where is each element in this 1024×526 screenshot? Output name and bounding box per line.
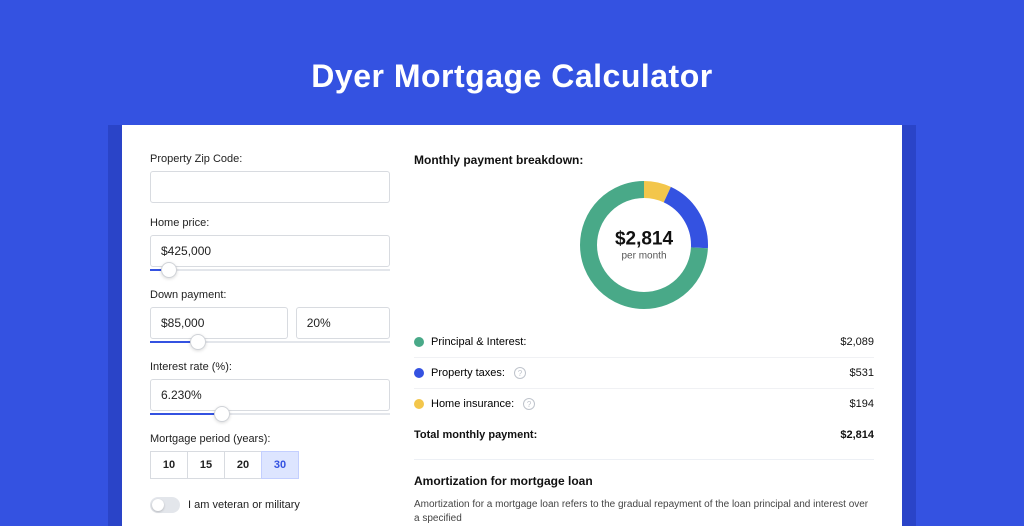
veteran-label: I am veteran or military <box>188 499 300 511</box>
down-payment-field: Down payment: <box>150 289 390 347</box>
line-item-left: Property taxes:? <box>414 367 526 379</box>
amortization-title: Amortization for mortgage loan <box>414 474 874 488</box>
amortization-text: Amortization for a mortgage loan refers … <box>414 498 874 526</box>
zip-input[interactable] <box>150 171 390 203</box>
period-option-15[interactable]: 15 <box>187 451 225 479</box>
zip-label: Property Zip Code: <box>150 153 390 165</box>
down-payment-label: Down payment: <box>150 289 390 301</box>
period-option-10[interactable]: 10 <box>150 451 188 479</box>
period-option-20[interactable]: 20 <box>224 451 262 479</box>
total-row: Total monthly payment: $2,814 <box>414 419 874 455</box>
donut-amount: $2,814 <box>615 229 673 251</box>
veteran-row: I am veteran or military <box>150 497 390 513</box>
period-group: 10152030 <box>150 451 390 479</box>
home-price-slider[interactable] <box>150 265 390 275</box>
down-payment-slider[interactable] <box>150 337 390 347</box>
period-option-30[interactable]: 30 <box>261 451 299 479</box>
slider-fill <box>150 413 222 415</box>
down-payment-percent-input[interactable] <box>296 307 390 339</box>
line-item-label: Principal & Interest: <box>431 336 526 348</box>
line-item: Property taxes:? $531 <box>414 358 874 389</box>
total-label: Total monthly payment: <box>414 429 537 441</box>
legend-dot <box>414 368 424 378</box>
period-field: Mortgage period (years): 10152030 <box>150 433 390 479</box>
period-label: Mortgage period (years): <box>150 433 390 445</box>
home-price-field: Home price: <box>150 217 390 275</box>
slider-thumb[interactable] <box>190 334 206 350</box>
card-band: Property Zip Code: Home price: Down paym… <box>108 125 916 526</box>
slider-track <box>150 269 390 271</box>
calculator-card: Property Zip Code: Home price: Down paym… <box>122 125 902 526</box>
breakdown-title: Monthly payment breakdown: <box>414 153 874 167</box>
veteran-toggle[interactable] <box>150 497 180 513</box>
interest-rate-label: Interest rate (%): <box>150 361 390 373</box>
slider-thumb[interactable] <box>214 406 230 422</box>
donut-center: $2,814 per month <box>615 229 673 262</box>
interest-rate-slider[interactable] <box>150 409 390 419</box>
line-item-value: $531 <box>850 367 874 379</box>
form-column: Property Zip Code: Home price: Down paym… <box>150 153 390 526</box>
toggle-knob <box>152 499 164 511</box>
line-item-value: $2,089 <box>840 336 874 348</box>
line-item-value: $194 <box>850 398 874 410</box>
line-item-left: Principal & Interest: <box>414 336 526 348</box>
breakdown-column: Monthly payment breakdown: $2,814 per mo… <box>414 153 874 526</box>
legend-dot <box>414 337 424 347</box>
total-value: $2,814 <box>840 429 874 441</box>
donut-wrap: $2,814 per month <box>414 181 874 309</box>
slider-thumb[interactable] <box>161 262 177 278</box>
info-icon[interactable]: ? <box>514 367 526 379</box>
line-item-label: Home insurance: <box>431 398 514 410</box>
down-payment-amount-input[interactable] <box>150 307 288 339</box>
home-price-input[interactable] <box>150 235 390 267</box>
payment-donut: $2,814 per month <box>580 181 708 309</box>
interest-rate-field: Interest rate (%): <box>150 361 390 419</box>
line-item-left: Home insurance:? <box>414 398 535 410</box>
legend-dot <box>414 399 424 409</box>
home-price-label: Home price: <box>150 217 390 229</box>
donut-sub: per month <box>615 251 673 262</box>
zip-field: Property Zip Code: <box>150 153 390 203</box>
line-item: Home insurance:? $194 <box>414 389 874 419</box>
line-item: Principal & Interest: $2,089 <box>414 327 874 358</box>
amortization-section: Amortization for mortgage loan Amortizat… <box>414 459 874 526</box>
interest-rate-input[interactable] <box>150 379 390 411</box>
info-icon[interactable]: ? <box>523 398 535 410</box>
line-item-label: Property taxes: <box>431 367 505 379</box>
page-title: Dyer Mortgage Calculator <box>108 58 916 95</box>
line-items: Principal & Interest: $2,089 Property taxe… <box>414 327 874 419</box>
